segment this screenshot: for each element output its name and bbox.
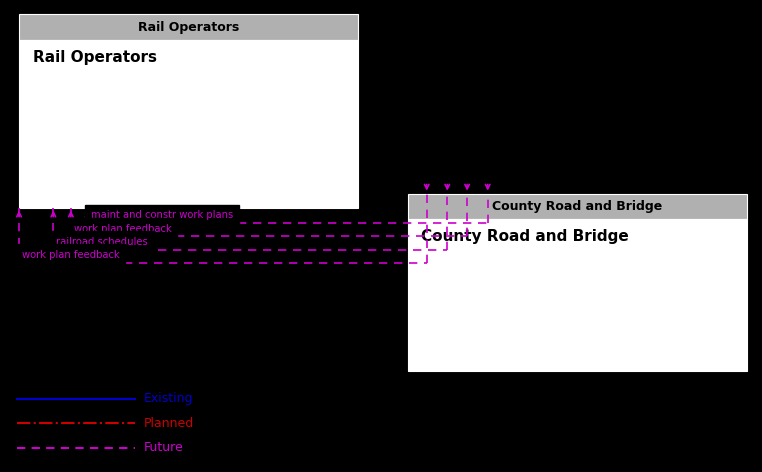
Text: Existing: Existing xyxy=(144,392,194,405)
Text: Future: Future xyxy=(144,441,184,455)
Text: work plan feedback: work plan feedback xyxy=(74,224,171,234)
Text: work plan feedback: work plan feedback xyxy=(22,250,120,260)
Text: maint and constr work plans: maint and constr work plans xyxy=(91,211,233,220)
Text: railroad schedules: railroad schedules xyxy=(56,237,148,247)
Text: Rail Operators: Rail Operators xyxy=(138,21,239,34)
Bar xyxy=(19,40,358,208)
Text: Rail Operators: Rail Operators xyxy=(33,50,157,65)
Bar xyxy=(408,194,747,219)
Bar xyxy=(408,219,747,371)
Text: Planned: Planned xyxy=(144,417,194,430)
Text: County Road and Bridge: County Road and Bridge xyxy=(492,200,662,213)
Text: County Road and Bridge: County Road and Bridge xyxy=(421,229,629,244)
Bar xyxy=(19,14,358,40)
